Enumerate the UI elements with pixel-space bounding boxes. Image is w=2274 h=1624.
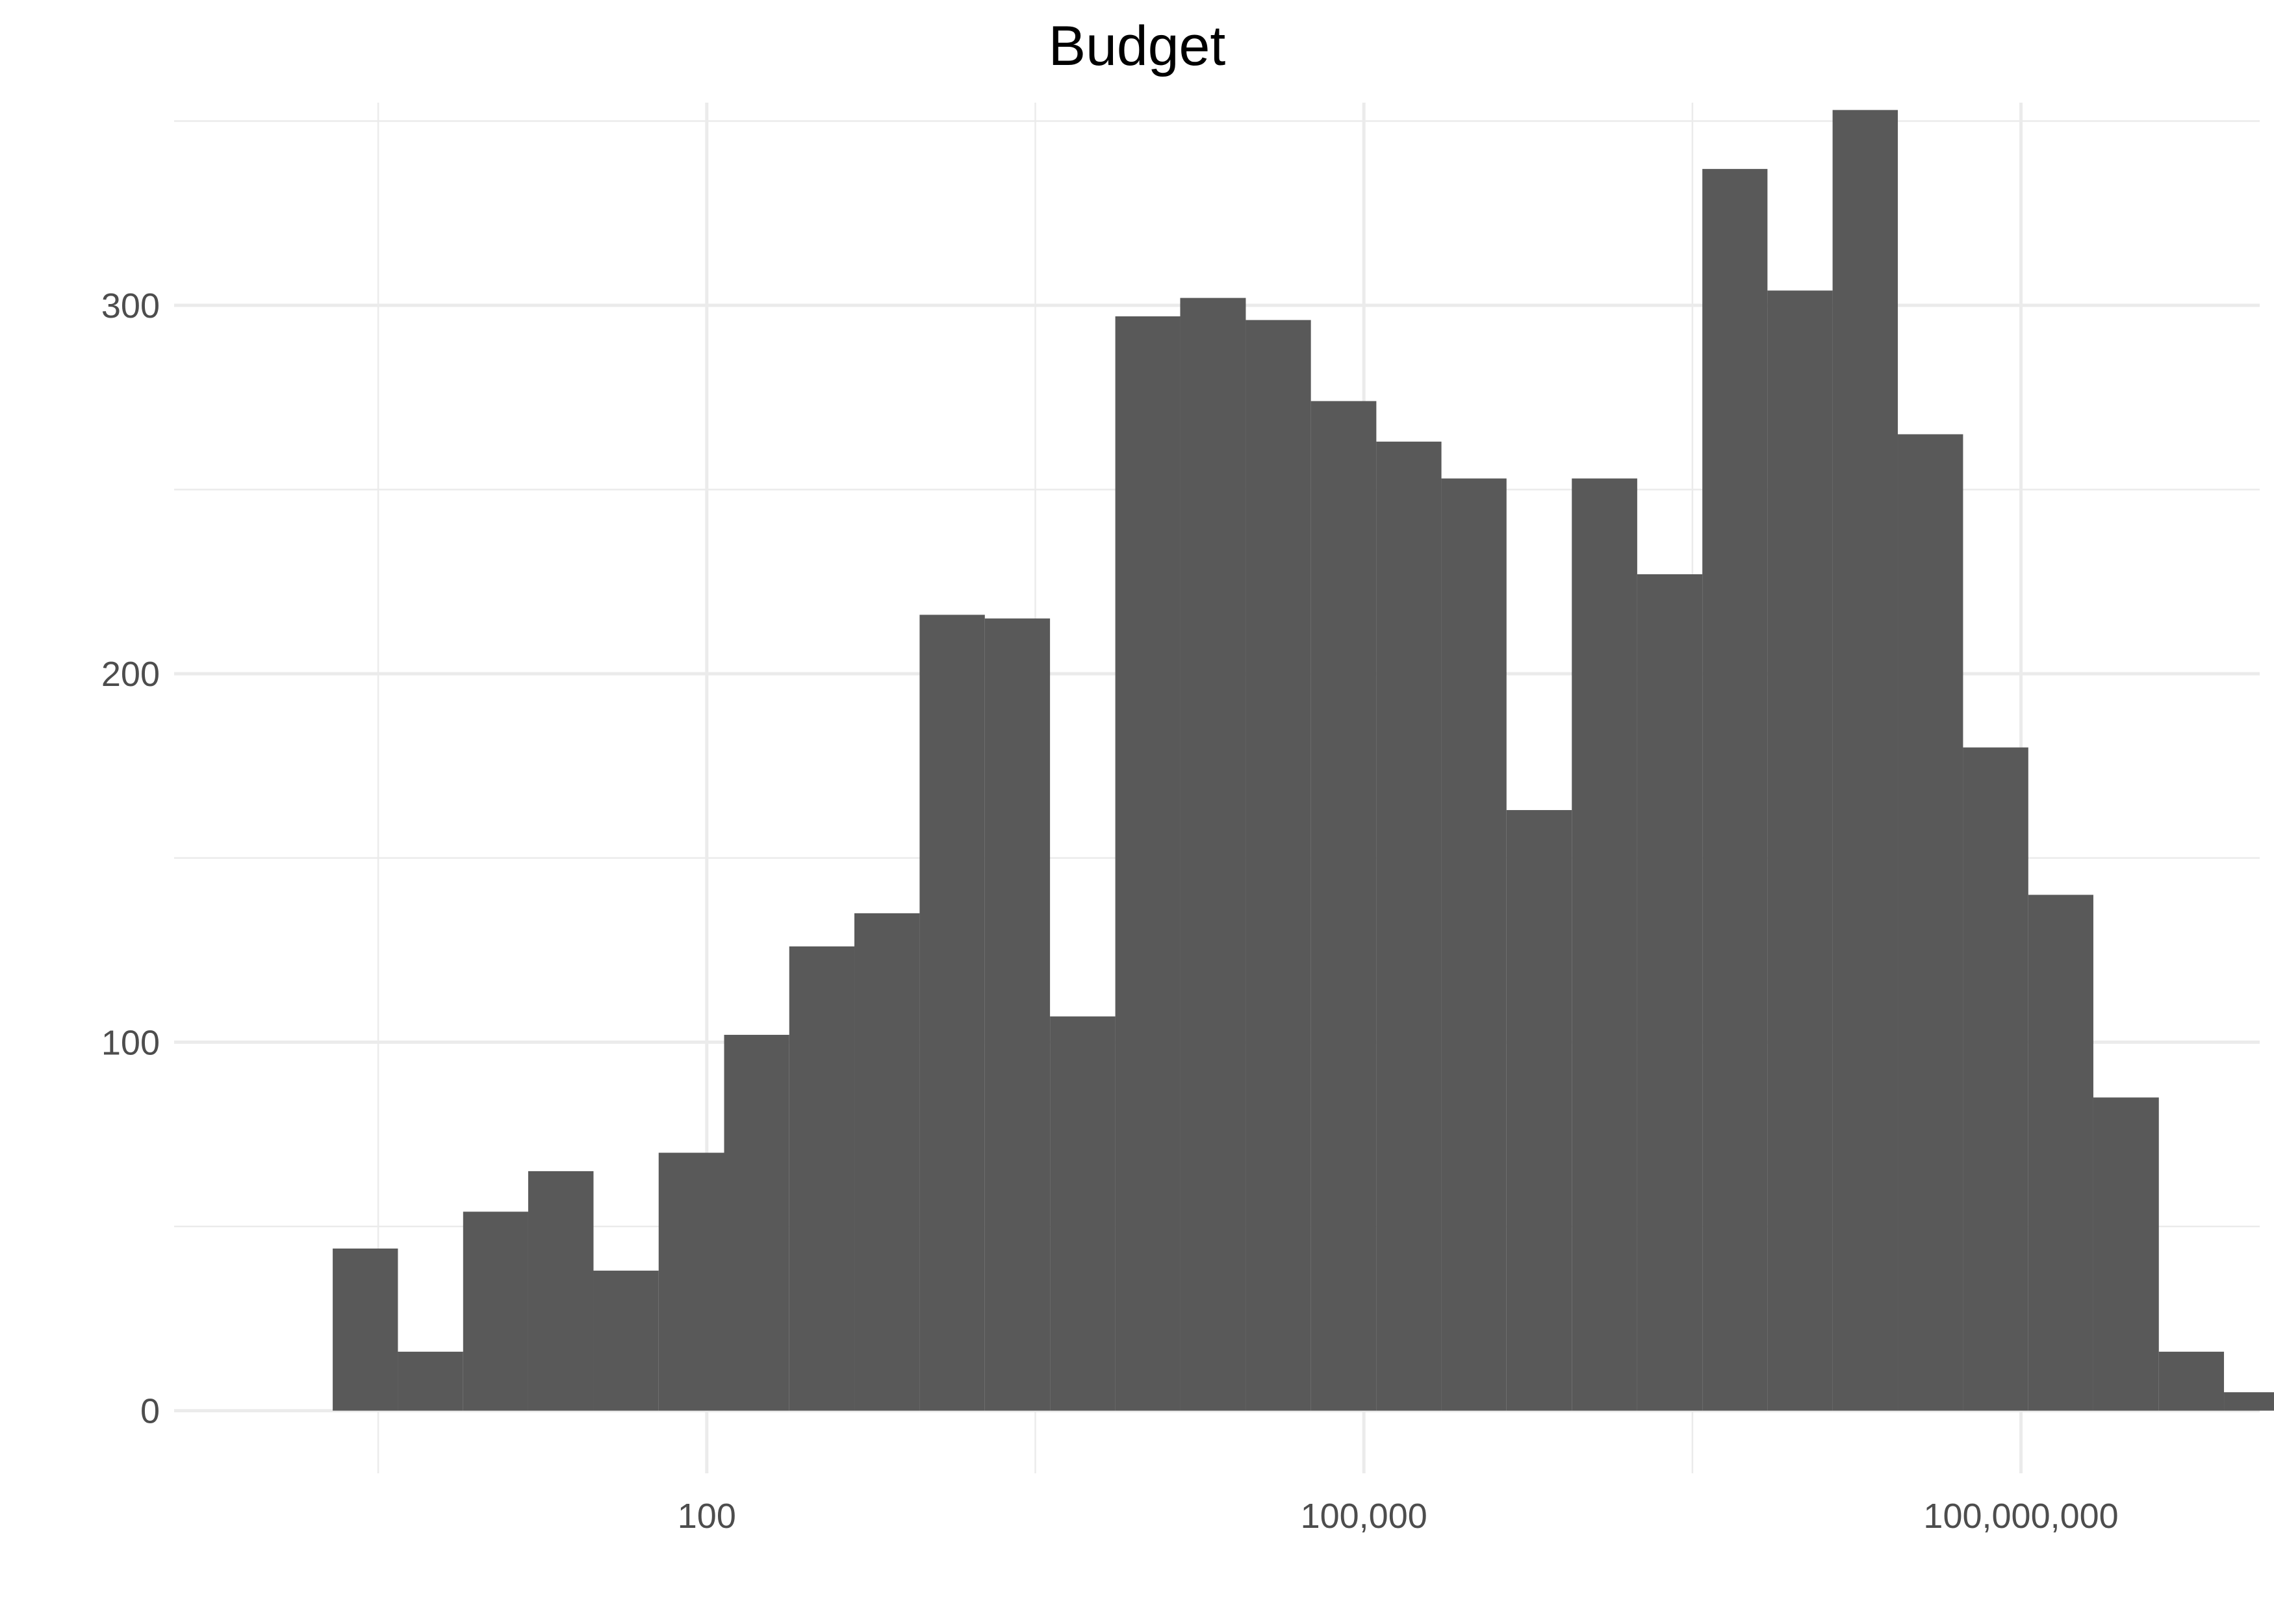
histogram-bar bbox=[919, 615, 985, 1411]
histogram-bar bbox=[1376, 441, 1442, 1411]
x-tick-label: 100,000,000 bbox=[1923, 1497, 2118, 1536]
histogram-bar bbox=[1180, 298, 1246, 1411]
y-tick-label: 300 bbox=[101, 286, 160, 325]
histogram-bar bbox=[2158, 1351, 2225, 1411]
histogram-bar bbox=[658, 1152, 724, 1411]
histogram-bar bbox=[1963, 747, 2028, 1411]
histogram-bar bbox=[2093, 1097, 2159, 1411]
y-tick-label: 200 bbox=[101, 655, 160, 694]
y-tick-label: 100 bbox=[101, 1023, 160, 1062]
histogram-bar bbox=[1572, 478, 1637, 1411]
y-tick-label: 0 bbox=[140, 1392, 160, 1431]
histogram-bars bbox=[333, 110, 2274, 1411]
histogram-bar bbox=[463, 1212, 528, 1411]
histogram-bar bbox=[1702, 169, 1768, 1411]
y-axis-tick-labels: 0 100 200 300 bbox=[101, 286, 160, 1431]
histogram-bar bbox=[1767, 290, 1833, 1411]
histogram-bar bbox=[724, 1035, 789, 1411]
histogram-bar bbox=[789, 946, 855, 1411]
histogram-bar bbox=[1832, 110, 1898, 1411]
x-tick-label: 100,000 bbox=[1301, 1497, 1427, 1536]
histogram-bar bbox=[1506, 810, 1572, 1411]
x-axis-tick-labels: 100 100,000 100,000,000 bbox=[678, 1497, 2119, 1536]
histogram-bar bbox=[1115, 316, 1181, 1411]
histogram-bar bbox=[1898, 434, 1963, 1411]
histogram-bar bbox=[398, 1351, 463, 1411]
histogram-bar bbox=[2224, 1392, 2274, 1411]
histogram-bar bbox=[1246, 320, 1311, 1411]
histogram-bar bbox=[333, 1249, 398, 1411]
histogram-bar bbox=[1050, 1016, 1116, 1411]
chart-title: Budget bbox=[1048, 15, 1226, 77]
histogram-bar bbox=[528, 1171, 594, 1411]
histogram-bar bbox=[2028, 894, 2093, 1411]
histogram-bar bbox=[984, 618, 1051, 1411]
x-tick-label: 100 bbox=[678, 1497, 736, 1536]
histogram-bar bbox=[854, 913, 920, 1411]
histogram-bar bbox=[1637, 574, 1703, 1411]
histogram-bar bbox=[1310, 401, 1377, 1411]
histogram-bar bbox=[593, 1271, 659, 1411]
histogram-bar bbox=[1441, 478, 1507, 1411]
